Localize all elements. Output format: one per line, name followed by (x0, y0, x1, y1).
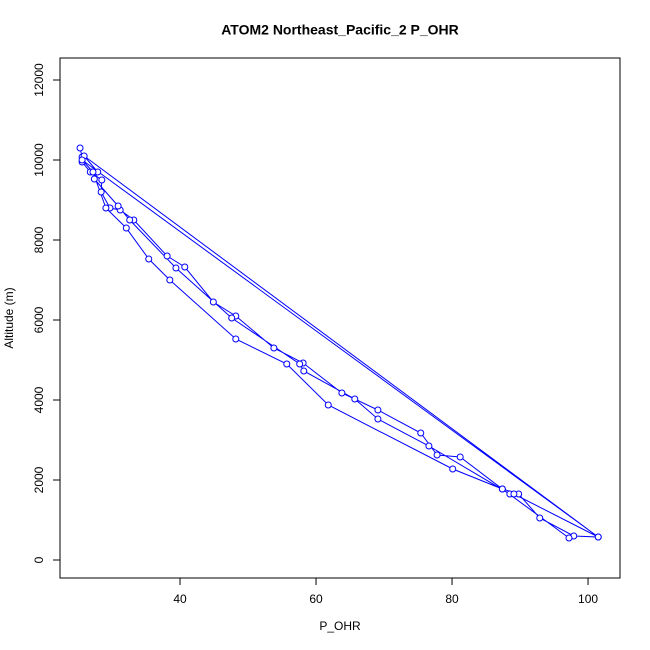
data-point (172, 264, 180, 272)
data-point (166, 276, 174, 284)
data-point (209, 298, 217, 306)
data-point (228, 314, 236, 322)
data-point (126, 216, 134, 224)
data-point (114, 202, 122, 210)
data-point (433, 451, 441, 459)
x-tick-label: 60 (309, 592, 323, 606)
y-tick-label: 2000 (32, 466, 46, 493)
data-point (536, 514, 544, 522)
y-tick-label: 8000 (32, 226, 46, 253)
data-point (374, 406, 382, 414)
x-tick-label: 80 (445, 592, 459, 606)
data-point (351, 395, 359, 403)
data-point (510, 490, 518, 498)
chart-title: ATOM2 Northeast_Pacific_2 P_OHR (221, 22, 459, 38)
data-point (98, 176, 106, 184)
y-tick-label: 12000 (32, 63, 46, 97)
data-point (449, 465, 457, 473)
plot-frame (59, 57, 621, 579)
data-point (232, 335, 240, 343)
data-point (456, 453, 464, 461)
data-point (594, 533, 602, 541)
y-tick-label: 0 (32, 556, 46, 563)
data-point (97, 188, 105, 196)
x-tick-label: 40 (173, 592, 187, 606)
data-point (145, 255, 153, 263)
data-point (374, 415, 382, 423)
data-point (300, 367, 308, 375)
data-point (425, 442, 433, 450)
data-point (78, 156, 86, 164)
data-point (283, 360, 291, 368)
data-point (565, 534, 573, 542)
data-point (296, 360, 304, 368)
data-point (498, 485, 506, 493)
x-axis-label: P_OHR (319, 619, 361, 633)
data-point (181, 263, 189, 271)
y-tick-label: 6000 (32, 306, 46, 333)
data-point (324, 401, 332, 409)
data-point (102, 204, 110, 212)
y-axis-label: Altitude (m) (2, 287, 16, 348)
data-point (122, 224, 130, 232)
x-tick-label: 100 (578, 592, 598, 606)
data-line (79, 147, 600, 539)
y-tick-label: 10000 (32, 143, 46, 177)
data-point (338, 389, 346, 397)
data-point (417, 429, 425, 437)
data-point (163, 252, 171, 260)
data-point (90, 175, 98, 183)
data-point (89, 168, 97, 176)
y-tick-label: 4000 (32, 386, 46, 413)
data-point (270, 344, 278, 352)
data-point (76, 144, 84, 152)
